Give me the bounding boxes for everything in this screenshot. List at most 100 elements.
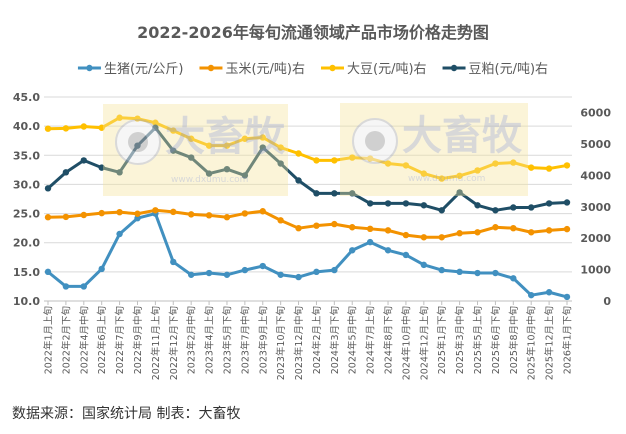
data-point: [134, 210, 141, 217]
x-tick-label: 2025年12月上旬: [544, 306, 556, 380]
y-left-tick-label: 30.0: [13, 178, 40, 191]
x-tick-label: 2022年6月上旬: [96, 306, 108, 374]
data-point: [456, 230, 463, 237]
data-point: [366, 200, 374, 207]
x-tick-label: 2023年9月上旬: [257, 306, 269, 374]
data-point: [44, 214, 52, 221]
data-point: [474, 269, 481, 277]
data-point: [223, 214, 231, 221]
x-tick-label: 2024年10月中旬: [400, 306, 412, 380]
data-point: [152, 119, 159, 126]
watermark-brand: 大畜牧: [165, 114, 286, 160]
y-axis-left: 45.0 40.0 35.0 30.0 25.0 20.0 15.0 10.0: [13, 91, 40, 308]
legend: 生猪(元/公斤) 玉米(元/吨)右 大豆(元/吨)右 豆粕(元/吨)右: [77, 62, 548, 77]
data-point: [44, 125, 52, 132]
data-point: [492, 160, 499, 167]
x-tick-label: 2023年2月中旬: [186, 306, 198, 374]
data-point: [134, 215, 141, 222]
data-point: [331, 190, 338, 197]
data-point: [241, 172, 249, 179]
data-point: [313, 268, 320, 276]
data-point: [259, 144, 266, 151]
data-point: [420, 234, 428, 241]
data-point: [152, 207, 159, 214]
x-tick-label: 2022年12月下旬: [168, 306, 180, 380]
data-point: [528, 229, 535, 236]
data-point: [313, 157, 320, 164]
data-point: [545, 200, 553, 207]
data-point: [402, 162, 410, 169]
data-point: [62, 169, 70, 176]
data-point: [116, 208, 123, 216]
data-point: [277, 160, 284, 167]
y-right-tick-label: 4000: [580, 169, 611, 182]
data-point: [44, 268, 52, 276]
data-point: [402, 200, 410, 207]
data-point: [223, 142, 231, 149]
x-tick-label: 2023年10月下旬: [275, 306, 287, 380]
data-point: [98, 124, 105, 131]
x-tick-label: 2025年8月中旬: [508, 306, 520, 374]
data-point: [420, 261, 428, 269]
data-point: [98, 265, 105, 273]
data-point: [474, 167, 481, 174]
y-left-tick-label: 10.0: [13, 295, 40, 308]
y-left-tick-label: 15.0: [13, 266, 40, 279]
data-point: [438, 175, 445, 182]
y-left-tick-label: 45.0: [13, 91, 40, 104]
data-point: [456, 189, 463, 196]
x-tick-label: 2024年7月上旬: [365, 306, 377, 374]
data-point: [349, 224, 356, 231]
data-point: [402, 251, 410, 259]
y-right-tick-label: 6000: [580, 107, 611, 120]
legend-marker: [86, 64, 93, 72]
data-point: [438, 207, 445, 214]
data-point: [277, 144, 284, 151]
data-point: [170, 258, 177, 266]
y-right-tick-label: 1000: [580, 264, 611, 277]
data-point: [438, 266, 445, 274]
legend-marker: [450, 64, 458, 72]
data-point: [492, 269, 499, 277]
data-point: [331, 266, 338, 274]
data-point: [187, 135, 195, 142]
data-point: [80, 283, 87, 290]
x-tick-label: 2022年9月中旬: [132, 306, 144, 374]
x-axis: 2022年1月上旬 2022年2月下旬 2022年4月中旬 2022年6月上旬 2022…: [43, 301, 574, 380]
data-point: [528, 291, 535, 299]
data-point: [170, 208, 177, 216]
y-left-tick-label: 25.0: [13, 208, 40, 221]
data-point: [62, 213, 70, 221]
data-point: [384, 160, 392, 167]
y-left-tick-label: 40.0: [13, 120, 40, 133]
x-tick-label: 2025年10月中旬: [526, 306, 538, 380]
data-point: [313, 222, 320, 229]
data-point: [98, 209, 105, 217]
data-point: [313, 190, 320, 197]
data-point: [510, 204, 517, 211]
data-point: [187, 271, 195, 278]
data-point: [187, 154, 195, 161]
data-point: [170, 147, 177, 154]
watermark-logo-eye: [365, 131, 385, 151]
data-point: [116, 230, 123, 238]
data-point: [384, 200, 392, 207]
data-point: [456, 268, 463, 276]
data-point: [44, 185, 52, 192]
data-point: [510, 159, 517, 166]
data-point: [366, 225, 374, 233]
data-point: [366, 238, 374, 246]
legend-label: 生猪(元/公斤): [104, 62, 184, 77]
legend-label: 玉米(元/吨)右: [225, 62, 305, 77]
data-point: [528, 204, 535, 211]
data-point: [295, 150, 302, 157]
y-right-tick-label: 5000: [580, 138, 611, 151]
data-point: [205, 269, 213, 277]
data-point: [420, 202, 428, 209]
data-point: [187, 211, 195, 218]
data-point: [80, 211, 87, 219]
watermark: 大畜牧 www.dxumu.com: [340, 103, 528, 196]
data-point: [277, 217, 284, 224]
data-point: [62, 125, 70, 132]
